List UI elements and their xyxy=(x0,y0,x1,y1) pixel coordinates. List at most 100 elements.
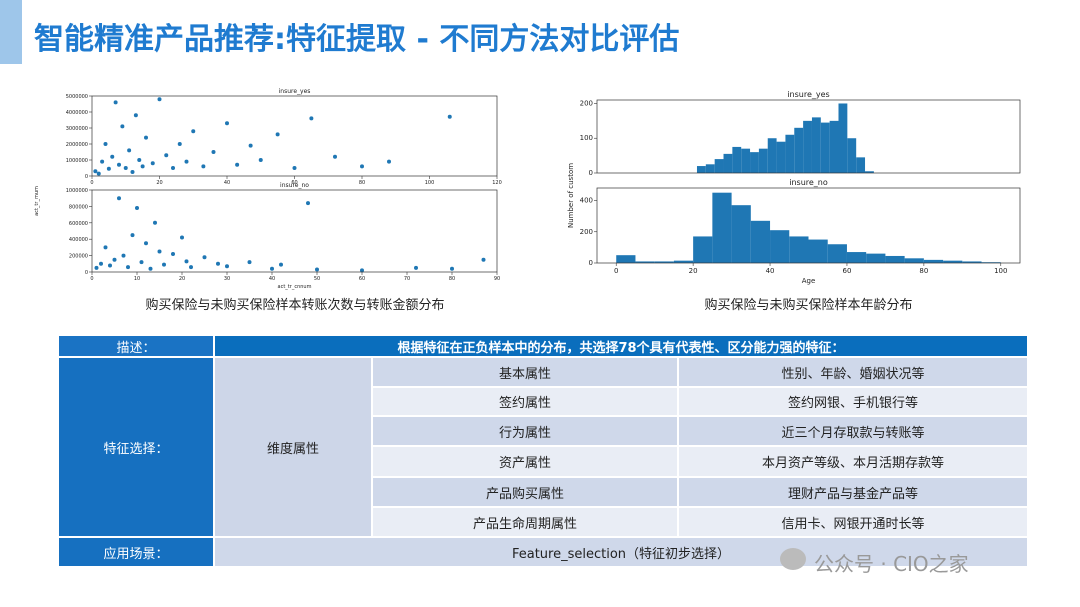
y-tick-label: 600000 xyxy=(69,221,88,227)
bar xyxy=(981,262,1001,263)
watermark: 公众号 · CIO之家 xyxy=(814,552,969,576)
y-tick-label: 0 xyxy=(589,259,593,267)
y-tick-label: 800000 xyxy=(69,204,88,210)
point xyxy=(387,159,391,164)
point xyxy=(112,257,117,262)
attribute-name: 资产属性 xyxy=(372,446,678,477)
x-tick-label: 20 xyxy=(179,276,185,282)
point xyxy=(247,260,252,265)
x-tick-label: 70 xyxy=(404,276,410,282)
attribute-name: 行为属性 xyxy=(372,416,678,446)
y-tick-label: 100 xyxy=(580,134,593,142)
bar xyxy=(770,230,790,263)
attribute-detail: 近三个月存取款与转账等 xyxy=(678,416,1028,446)
point xyxy=(171,251,175,256)
chart-title: insure_yes xyxy=(279,88,311,95)
bar xyxy=(767,138,777,173)
x-tick-label: 60 xyxy=(842,267,851,275)
y-tick-label: 200 xyxy=(580,99,593,107)
plot-frame xyxy=(596,187,1021,264)
point xyxy=(225,264,229,269)
y-tick-label: 0 xyxy=(85,270,88,276)
y-tick-label: 400 xyxy=(580,197,593,205)
x-tick-label: 0 xyxy=(90,180,93,186)
point xyxy=(216,261,220,266)
point xyxy=(137,158,142,162)
attribute-detail: 性别、年龄、婚姻状况等 xyxy=(678,357,1028,387)
point xyxy=(180,235,184,240)
chart-title: insure_yes xyxy=(787,90,829,99)
point xyxy=(162,262,166,267)
point xyxy=(333,154,337,159)
bar xyxy=(846,252,867,263)
point xyxy=(108,263,112,268)
subgroup-label: 维度属性 xyxy=(214,357,372,537)
point xyxy=(135,206,139,211)
point xyxy=(191,129,196,134)
y-tick-label: 200000 xyxy=(69,254,88,260)
bar xyxy=(758,148,768,173)
bar xyxy=(635,261,655,263)
bar xyxy=(829,120,839,173)
point xyxy=(153,220,157,225)
point xyxy=(171,166,175,170)
point xyxy=(139,260,144,265)
point xyxy=(279,262,283,267)
point xyxy=(481,257,486,262)
point xyxy=(120,124,125,129)
point xyxy=(414,265,418,270)
x-tick-label: 100 xyxy=(425,180,435,186)
point xyxy=(248,143,253,148)
point xyxy=(184,159,189,164)
y-tick-label: 2000000 xyxy=(66,142,88,148)
y-tick-label: 200 xyxy=(580,228,593,236)
point xyxy=(201,164,206,169)
bar xyxy=(750,220,771,263)
x-tick-label: 40 xyxy=(766,267,775,275)
y-tick-label: 1000000 xyxy=(66,158,88,164)
bar xyxy=(943,260,963,263)
point xyxy=(117,162,121,167)
point xyxy=(315,267,319,272)
bar xyxy=(776,141,786,173)
bar xyxy=(693,236,713,263)
point xyxy=(450,266,454,271)
point xyxy=(275,132,280,137)
point xyxy=(270,266,274,271)
point xyxy=(130,170,135,174)
point xyxy=(211,150,216,154)
x-tick-label: 90 xyxy=(494,276,500,282)
plot-frame xyxy=(91,189,498,273)
plot-frame xyxy=(596,99,1021,174)
x-tick-label: 80 xyxy=(449,276,455,282)
point xyxy=(130,233,135,238)
point xyxy=(150,161,155,166)
point xyxy=(100,159,105,164)
bar xyxy=(923,259,944,263)
point xyxy=(110,154,115,159)
y-tick-label: 1000000 xyxy=(66,188,88,194)
x-tick-label: 20 xyxy=(156,180,162,186)
point xyxy=(184,259,189,264)
y-tick-label: 4000000 xyxy=(66,110,88,116)
y-tick-label: 0 xyxy=(85,174,88,180)
bar xyxy=(885,255,905,263)
x-tick-label: 10 xyxy=(134,276,140,282)
bar xyxy=(811,117,821,173)
attribute-name: 基本属性 xyxy=(372,357,678,387)
bar xyxy=(714,159,724,173)
bar xyxy=(856,157,866,173)
point xyxy=(99,261,103,266)
point xyxy=(144,135,148,140)
attribute-detail: 签约网银、手机银行等 xyxy=(678,387,1028,416)
charts: insure_yes010000002000000300000040000005… xyxy=(34,88,1021,290)
point xyxy=(225,121,229,126)
point xyxy=(103,142,108,146)
slide-title: 智能精准产品推荐:特征提取 - 不同方法对比评估 xyxy=(34,22,680,57)
x-tick-label: 20 xyxy=(689,267,698,275)
y-tick-label: 0 xyxy=(589,169,593,177)
attribute-name: 产品购买属性 xyxy=(372,477,678,507)
x-tick-label: 60 xyxy=(291,180,297,186)
x-tick-label: 50 xyxy=(314,276,320,282)
point xyxy=(148,266,153,271)
